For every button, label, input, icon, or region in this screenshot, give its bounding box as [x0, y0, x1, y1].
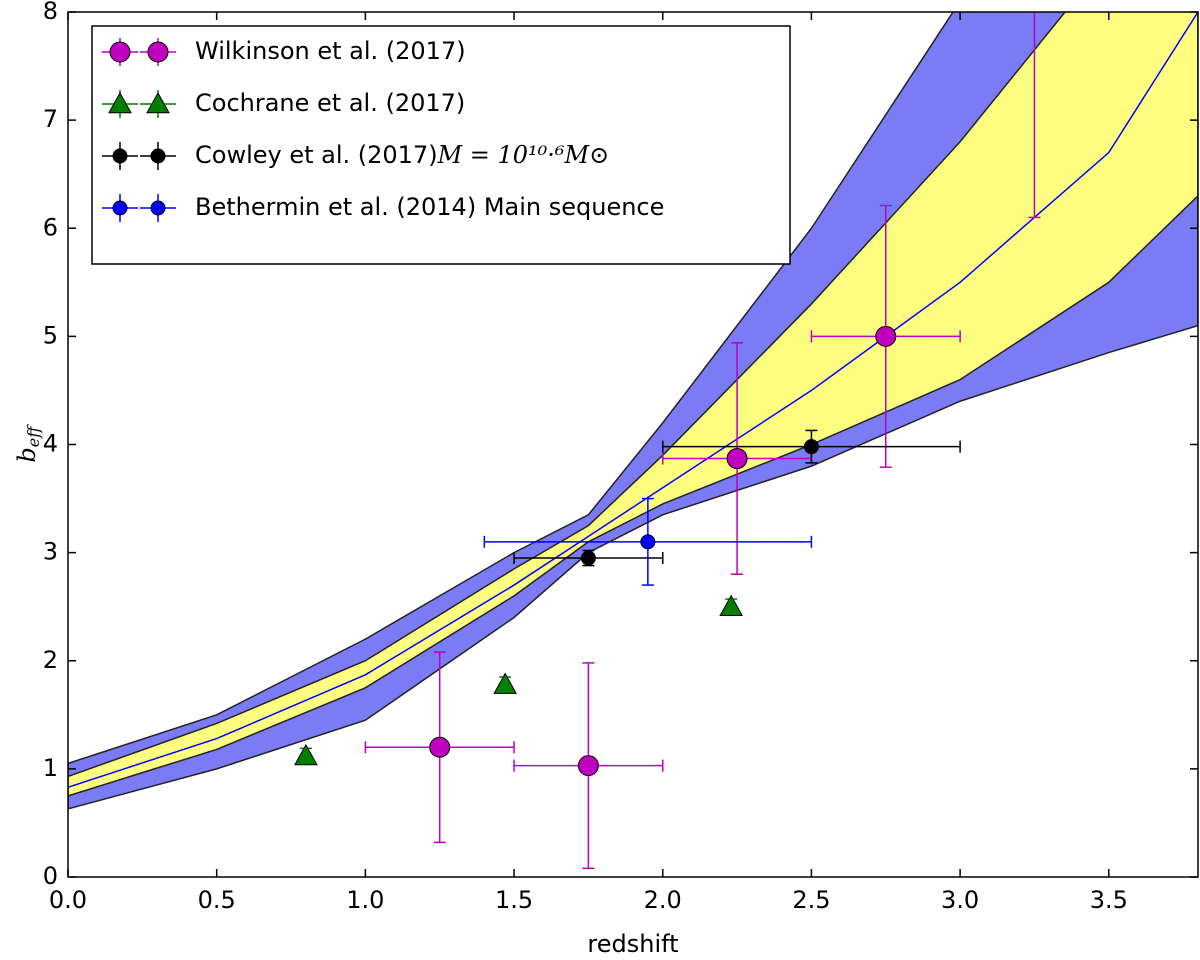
x-tick-label: 2.5	[792, 886, 830, 914]
legend-label: Cochrane et al. (2017)	[195, 89, 465, 117]
x-tick-label: 3.0	[941, 886, 979, 914]
marker	[150, 148, 166, 164]
marker	[147, 41, 169, 63]
marker	[150, 200, 166, 216]
y-tick-label: 5	[43, 321, 58, 349]
marker	[108, 91, 132, 114]
marker	[112, 200, 128, 216]
legend-label: Bethermin et al. (2014) Main sequence	[195, 193, 664, 221]
x-axis-label: redshift	[587, 930, 678, 958]
y-tick-label: 4	[43, 430, 58, 458]
marker	[580, 550, 596, 566]
marker	[875, 325, 897, 347]
x-tick-label: 2.0	[644, 886, 682, 914]
plot-area	[68, 12, 1198, 870]
marker	[429, 736, 451, 758]
marker	[803, 439, 819, 455]
legend-label-name: Cowley et al. (2017)	[195, 141, 438, 169]
legend-label-name: Wilkinson et al. (2017)	[195, 37, 466, 65]
y-tick-label: 2	[43, 646, 58, 674]
legend-label: Wilkinson et al. (2017)	[195, 37, 466, 65]
legend-label: Cowley et al. (2017)M = 10¹⁰·⁶M⊙	[195, 141, 609, 170]
marker	[109, 41, 131, 63]
y-tick-label: 3	[43, 538, 58, 566]
axes: 0.0 0.5 1.0 1.5 2.0 2.5 3.0 3.5 0 1 2 3 4 5 6 7 8 redshif…	[13, 0, 1199, 958]
x-tick-label: 1.0	[346, 886, 384, 914]
legend-label-name: Cochrane et al. (2017)	[195, 89, 465, 117]
legend-annotation: M = 10¹⁰·⁶M⊙	[437, 141, 610, 169]
y-axis-label: beff	[13, 424, 43, 463]
y-tick-label: 8	[43, 0, 58, 25]
marker	[726, 448, 748, 470]
legend: Wilkinson et al. (2017) Cochrane et al. (…	[91, 25, 791, 265]
marker	[640, 534, 656, 550]
y-axis-label-main: b	[13, 447, 41, 462]
legend-label-name: Bethermin et al. (2014) Main sequence	[195, 193, 664, 221]
marker	[294, 743, 318, 766]
x-tick-label: 3.5	[1090, 886, 1128, 914]
y-tick-label: 0	[43, 862, 58, 890]
y-tick-label: 1	[43, 754, 58, 782]
marker	[719, 594, 743, 616]
y-axis-label-sub: eff	[24, 424, 43, 447]
marker	[146, 91, 170, 114]
x-tick-label: 1.5	[495, 886, 533, 914]
marker	[112, 148, 128, 164]
y-tick-label: 6	[43, 213, 58, 241]
x-tick-label: 0.5	[198, 886, 236, 914]
marker	[493, 672, 517, 694]
band	[68, 12, 1198, 797]
x-tick-label: 0.0	[49, 886, 87, 914]
legend-box	[91, 25, 791, 265]
y-tick-label: 7	[43, 105, 58, 133]
marker	[577, 755, 599, 777]
